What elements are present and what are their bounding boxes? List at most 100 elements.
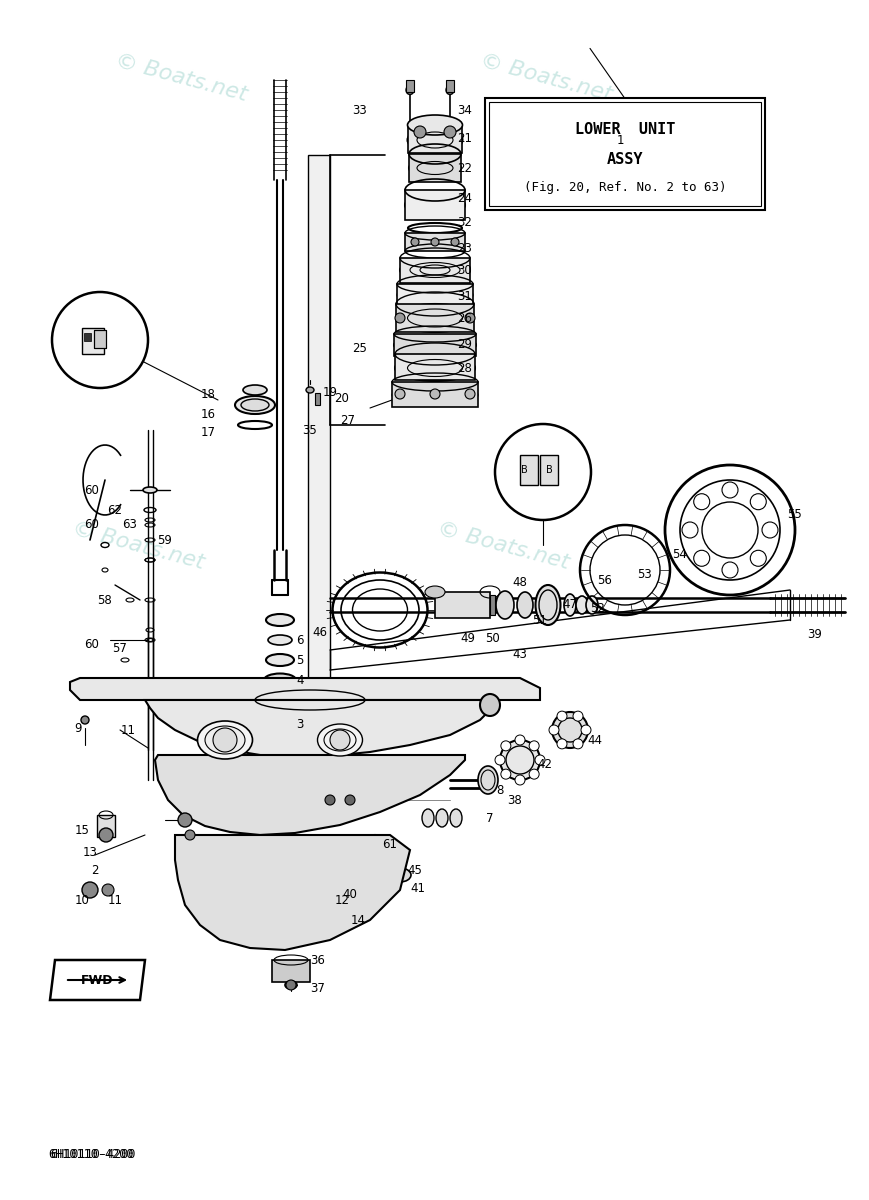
Circle shape bbox=[178, 814, 192, 827]
Text: 47: 47 bbox=[562, 599, 578, 612]
Circle shape bbox=[529, 740, 539, 751]
Ellipse shape bbox=[422, 809, 434, 827]
Text: 36: 36 bbox=[310, 954, 325, 966]
Ellipse shape bbox=[268, 635, 292, 646]
Ellipse shape bbox=[576, 596, 588, 614]
Bar bbox=[94, 330, 106, 348]
Bar bbox=[406, 80, 414, 92]
Circle shape bbox=[395, 313, 405, 323]
Polygon shape bbox=[145, 700, 490, 757]
Text: 27: 27 bbox=[341, 414, 355, 426]
Text: 60: 60 bbox=[84, 638, 99, 652]
Circle shape bbox=[414, 126, 426, 138]
Text: 10: 10 bbox=[75, 894, 90, 906]
Circle shape bbox=[501, 740, 511, 751]
Polygon shape bbox=[50, 960, 145, 1000]
Circle shape bbox=[515, 734, 525, 745]
Text: 7: 7 bbox=[487, 811, 494, 824]
Ellipse shape bbox=[360, 858, 390, 878]
Ellipse shape bbox=[266, 614, 294, 626]
Text: 40: 40 bbox=[342, 888, 357, 901]
Bar bbox=[272, 960, 310, 982]
Bar bbox=[268, 695, 292, 730]
Text: 52: 52 bbox=[591, 601, 606, 614]
Text: 33: 33 bbox=[353, 103, 368, 116]
Text: 37: 37 bbox=[310, 982, 325, 995]
Ellipse shape bbox=[266, 654, 294, 666]
Circle shape bbox=[501, 769, 511, 779]
Ellipse shape bbox=[406, 85, 414, 95]
Bar bbox=[489, 102, 760, 206]
Bar bbox=[396, 304, 474, 332]
Text: 1: 1 bbox=[616, 133, 624, 146]
Circle shape bbox=[682, 522, 698, 538]
Text: LOWER  UNIT: LOWER UNIT bbox=[574, 122, 675, 137]
Circle shape bbox=[762, 522, 778, 538]
Text: 6H10110-4200: 6H10110-4200 bbox=[50, 1148, 136, 1162]
Text: 30: 30 bbox=[458, 264, 473, 276]
Circle shape bbox=[557, 739, 567, 749]
Text: 63: 63 bbox=[123, 518, 137, 532]
Circle shape bbox=[549, 725, 559, 734]
Circle shape bbox=[722, 562, 738, 578]
Circle shape bbox=[515, 775, 525, 785]
Text: 61: 61 bbox=[382, 839, 397, 852]
Text: © Boats.net: © Boats.net bbox=[113, 50, 249, 106]
Text: 53: 53 bbox=[638, 569, 653, 582]
Bar bbox=[520, 455, 538, 485]
Text: 60: 60 bbox=[84, 518, 99, 532]
Ellipse shape bbox=[143, 487, 157, 493]
Text: 34: 34 bbox=[458, 103, 473, 116]
Bar bbox=[395, 354, 475, 380]
Text: 56: 56 bbox=[598, 574, 613, 587]
Polygon shape bbox=[70, 678, 540, 700]
Circle shape bbox=[529, 769, 539, 779]
Text: 4: 4 bbox=[296, 673, 304, 686]
Bar bbox=[405, 233, 465, 251]
Text: 49: 49 bbox=[461, 631, 475, 644]
Text: 16: 16 bbox=[201, 408, 216, 421]
Circle shape bbox=[451, 238, 459, 246]
Ellipse shape bbox=[394, 335, 476, 355]
Ellipse shape bbox=[436, 809, 448, 827]
Ellipse shape bbox=[446, 85, 454, 95]
Text: 25: 25 bbox=[353, 342, 368, 354]
Circle shape bbox=[395, 389, 405, 398]
Circle shape bbox=[330, 730, 350, 750]
Ellipse shape bbox=[564, 594, 576, 616]
Bar bbox=[94, 330, 106, 348]
Text: 23: 23 bbox=[458, 241, 473, 254]
Ellipse shape bbox=[264, 673, 296, 686]
Ellipse shape bbox=[450, 809, 462, 827]
Text: © Boats.net: © Boats.net bbox=[478, 50, 614, 106]
Text: 26: 26 bbox=[457, 312, 473, 324]
Circle shape bbox=[573, 712, 583, 721]
Ellipse shape bbox=[425, 586, 445, 598]
Bar bbox=[409, 154, 461, 182]
Bar bbox=[446, 80, 454, 92]
Text: 3: 3 bbox=[296, 719, 303, 732]
Circle shape bbox=[52, 292, 148, 388]
Text: 2: 2 bbox=[91, 864, 99, 876]
Bar bbox=[485, 98, 765, 210]
Circle shape bbox=[99, 828, 113, 842]
Ellipse shape bbox=[409, 158, 461, 178]
Text: 11: 11 bbox=[121, 724, 136, 737]
Text: 24: 24 bbox=[457, 192, 473, 204]
Circle shape bbox=[213, 728, 237, 752]
Text: 44: 44 bbox=[587, 733, 602, 746]
Bar bbox=[408, 125, 462, 152]
Text: B: B bbox=[521, 464, 527, 475]
Ellipse shape bbox=[268, 690, 292, 700]
Ellipse shape bbox=[393, 384, 477, 406]
Text: 35: 35 bbox=[302, 424, 317, 437]
Ellipse shape bbox=[405, 192, 465, 217]
Ellipse shape bbox=[317, 724, 362, 756]
Ellipse shape bbox=[197, 721, 253, 758]
Ellipse shape bbox=[480, 694, 500, 716]
Ellipse shape bbox=[306, 386, 314, 392]
Circle shape bbox=[102, 884, 114, 896]
Text: 17: 17 bbox=[201, 426, 216, 438]
Text: 11: 11 bbox=[108, 894, 123, 906]
Circle shape bbox=[722, 482, 738, 498]
